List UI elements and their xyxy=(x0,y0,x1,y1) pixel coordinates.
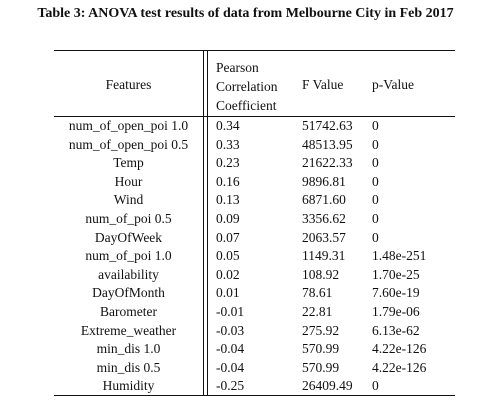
cell-feature: DayOfWeek xyxy=(94,229,163,245)
cell-feature: DayOfMonth xyxy=(92,285,165,301)
header-pearson-line2: Correlation xyxy=(216,79,278,94)
table-body: num_of_open_poi 1.0 0.34 51742.63 0 num_… xyxy=(54,117,455,396)
cell-pearson: -0.01 xyxy=(216,303,245,319)
table-row: min_dis 1.0 -0.04 570.99 4.22e-126 xyxy=(54,340,455,359)
table-row: num_of_open_poi 0.5 0.33 48513.95 0 xyxy=(54,136,455,155)
table-row: availability 0.02 108.92 1.70e-25 xyxy=(54,266,455,285)
cell-f-value: 51742.63 xyxy=(302,118,353,133)
cell-f-value: 48513.95 xyxy=(302,136,353,152)
cell-p-value: 1.79e-06 xyxy=(372,303,420,319)
cell-p-value: 0 xyxy=(372,378,379,394)
header-f-value: F Value xyxy=(302,77,344,92)
cell-p-value: 0 xyxy=(372,192,379,208)
cell-f-value: 1149.31 xyxy=(302,248,346,264)
cell-p-value: 6.13e-62 xyxy=(372,322,420,338)
cell-p-value: 7.60e-19 xyxy=(372,285,420,301)
cell-feature: availability xyxy=(98,266,159,282)
cell-f-value: 26409.49 xyxy=(302,378,353,394)
table-row: Barometer -0.01 22.81 1.79e-06 xyxy=(54,303,455,322)
bottom-rule xyxy=(54,395,455,397)
cell-feature: min_dis 1.0 xyxy=(96,341,161,357)
cell-f-value: 108.92 xyxy=(302,266,340,282)
cell-f-value: 22.81 xyxy=(302,303,333,319)
cell-pearson: 0.33 xyxy=(216,136,240,152)
cell-f-value: 21622.33 xyxy=(302,155,353,171)
table-row: num_of_poi 1.0 0.05 1149.31 1.48e-251 xyxy=(54,247,455,266)
cell-p-value: 1.70e-25 xyxy=(372,266,420,282)
header-pearson-line3: Coefficient xyxy=(216,98,277,113)
table-row: Hour 0.16 9896.81 0 xyxy=(54,173,455,192)
cell-feature: Wind xyxy=(113,192,144,208)
column-divider-right xyxy=(207,51,208,395)
cell-feature: num_of_open_poi 1.0 xyxy=(68,118,189,133)
cell-p-value: 4.22e-126 xyxy=(372,359,427,375)
cell-feature: num_of_poi 1.0 xyxy=(85,248,172,264)
cell-f-value: 275.92 xyxy=(302,322,340,338)
cell-feature: Humidity xyxy=(102,378,155,394)
table-row: Extreme_weather -0.03 275.92 6.13e-62 xyxy=(54,322,455,341)
table-row: min_dis 0.5 -0.04 570.99 4.22e-126 xyxy=(54,359,455,378)
cell-f-value: 6871.60 xyxy=(302,192,346,208)
cell-p-value: 0 xyxy=(372,136,379,152)
cell-pearson: 0.07 xyxy=(216,229,240,245)
cell-feature: Temp xyxy=(113,155,144,171)
cell-f-value: 3356.62 xyxy=(302,210,346,226)
cell-p-value: 0 xyxy=(372,155,379,171)
cell-p-value: 0 xyxy=(372,210,379,226)
cell-pearson: -0.03 xyxy=(216,322,245,338)
table-row: num_of_poi 0.5 0.09 3356.62 0 xyxy=(54,210,455,229)
cell-pearson: -0.25 xyxy=(216,378,245,394)
cell-pearson: 0.01 xyxy=(216,285,240,301)
cell-pearson: 0.13 xyxy=(216,192,240,208)
table-row: DayOfWeek 0.07 2063.57 0 xyxy=(54,229,455,248)
table-row: DayOfMonth 0.01 78.61 7.60e-19 xyxy=(54,284,455,303)
cell-f-value: 2063.57 xyxy=(302,229,346,245)
cell-feature: Extreme_weather xyxy=(80,322,177,338)
cell-feature: Barometer xyxy=(100,303,157,319)
table-row: Temp 0.23 21622.33 0 xyxy=(54,154,455,173)
cell-p-value: 0 xyxy=(372,118,379,133)
cell-pearson: 0.23 xyxy=(216,155,240,171)
cell-p-value: 1.48e-251 xyxy=(372,248,427,264)
cell-f-value: 78.61 xyxy=(302,285,333,301)
cell-pearson: 0.09 xyxy=(216,210,240,226)
cell-feature: min_dis 0.5 xyxy=(96,359,161,375)
header-p-value: p-Value xyxy=(372,77,414,92)
table-row: Wind 0.13 6871.60 0 xyxy=(54,191,455,210)
cell-p-value: 0 xyxy=(372,229,379,245)
cell-feature: Hour xyxy=(114,173,143,189)
header-pearson-line1: Pearson xyxy=(216,60,259,75)
header-features: Features xyxy=(105,77,152,92)
cell-f-value: 9896.81 xyxy=(302,173,346,189)
column-divider-left xyxy=(203,51,204,395)
header-rule xyxy=(54,116,455,117)
table-caption: Table 3: ANOVA test results of data from… xyxy=(37,6,454,21)
table-row: num_of_open_poi 1.0 0.34 51742.63 0 xyxy=(54,117,455,136)
header-pearson: Pearson Correlation Coefficient xyxy=(216,58,277,115)
cell-pearson: 0.02 xyxy=(216,266,240,282)
cell-pearson: -0.04 xyxy=(216,359,245,375)
cell-pearson: -0.04 xyxy=(216,341,245,357)
cell-p-value: 4.22e-126 xyxy=(372,341,427,357)
cell-f-value: 570.99 xyxy=(302,341,340,357)
cell-pearson: 0.16 xyxy=(216,173,240,189)
cell-p-value: 0 xyxy=(372,173,379,189)
cell-f-value: 570.99 xyxy=(302,359,340,375)
cell-feature: num_of_poi 0.5 xyxy=(85,210,172,226)
top-rule xyxy=(54,50,455,52)
cell-feature: num_of_open_poi 0.5 xyxy=(68,136,189,152)
cell-pearson: 0.05 xyxy=(216,248,240,264)
table-row: Humidity -0.25 26409.49 0 xyxy=(54,377,455,396)
cell-pearson: 0.34 xyxy=(216,118,240,133)
